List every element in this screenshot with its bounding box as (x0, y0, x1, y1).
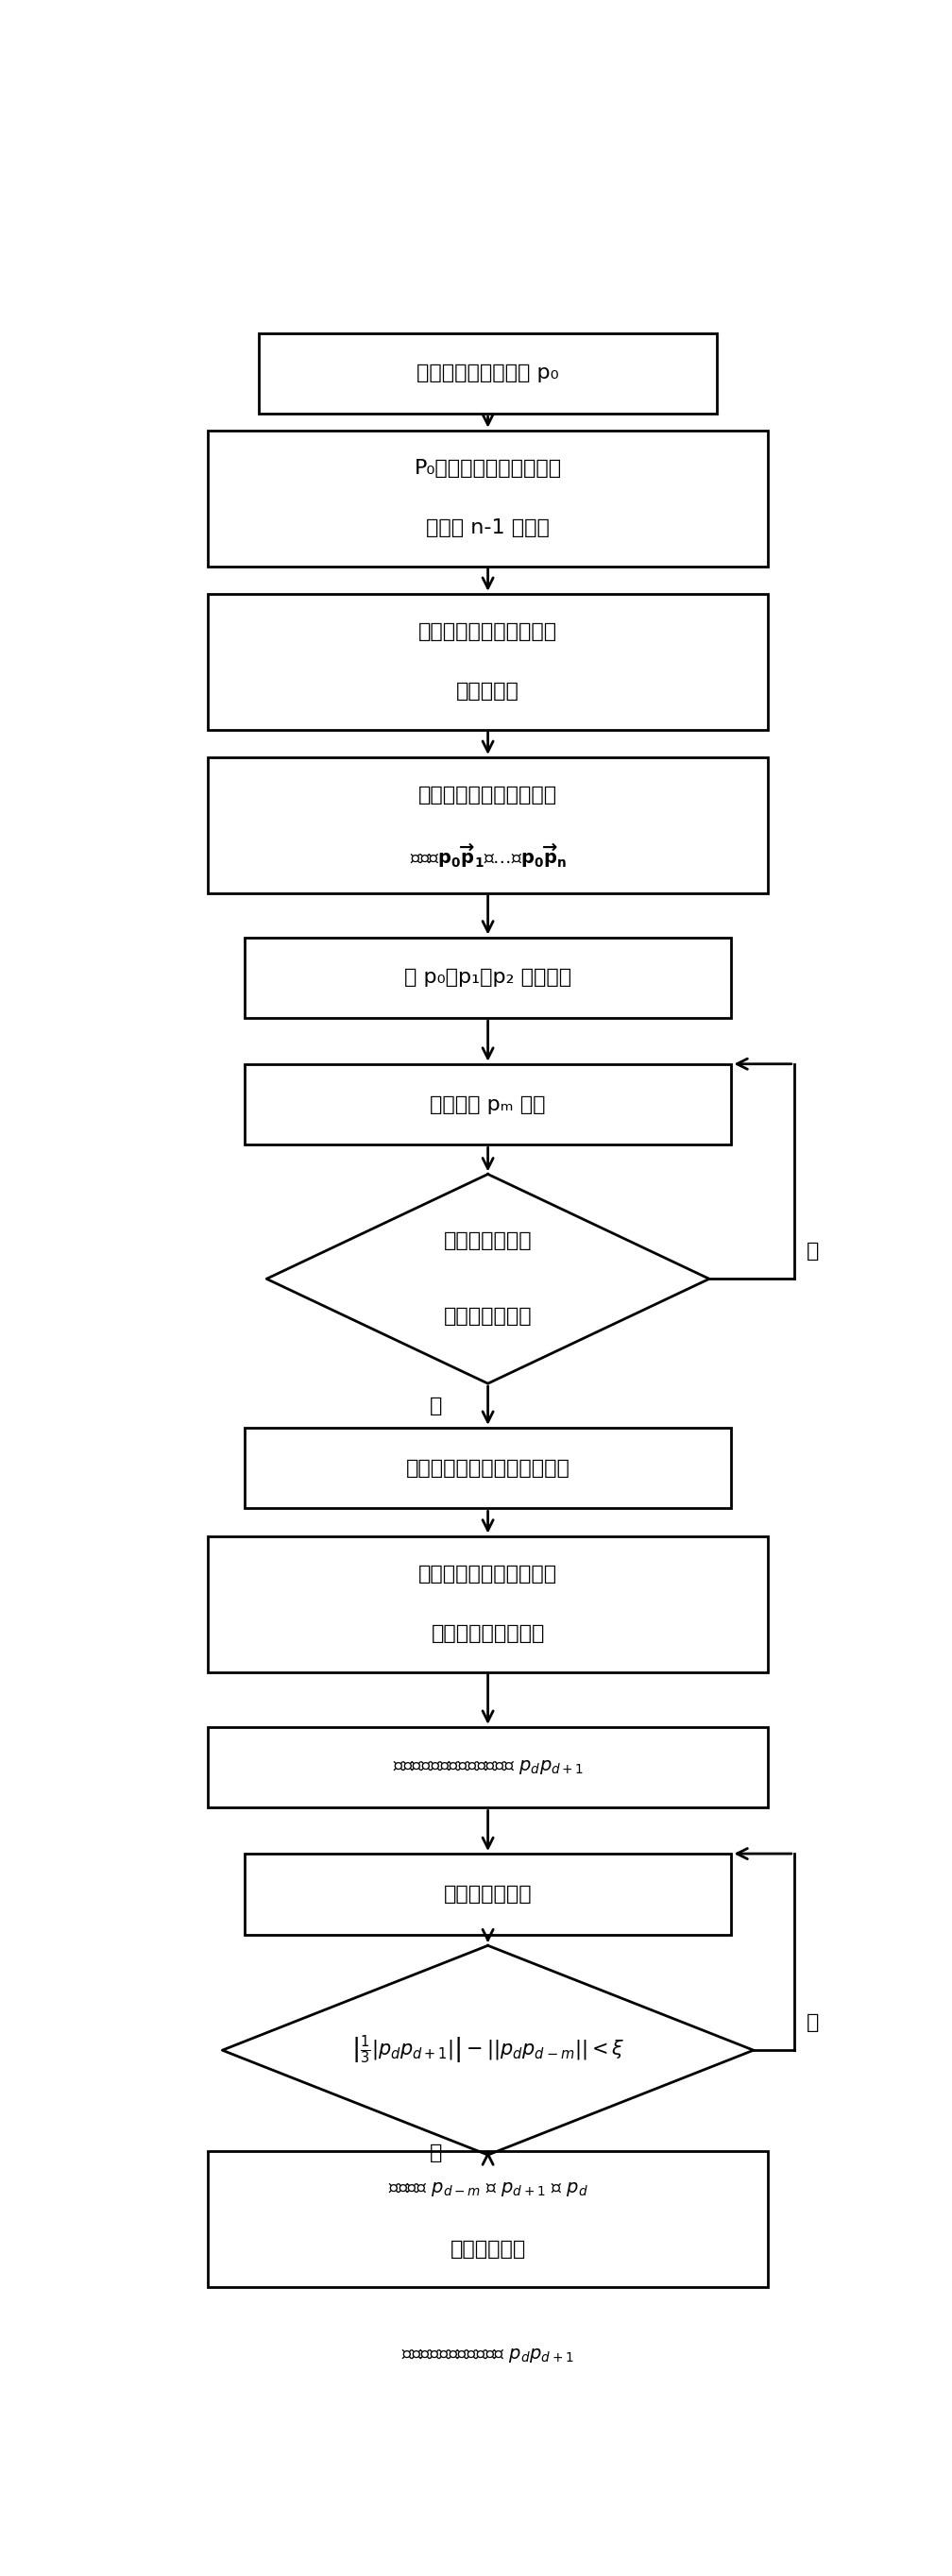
Text: 方向的夹角: 方向的夹角 (456, 683, 520, 701)
Text: 计算每个向量与竖直向下: 计算每个向量与竖直向下 (419, 623, 557, 641)
Polygon shape (267, 1175, 709, 1383)
Text: 三点的抛物线: 三点的抛物线 (450, 2239, 526, 2259)
Bar (208, 757, 768, 894)
Bar (245, 938, 731, 1018)
Text: 度进行由大到小排序: 度进行由大到小排序 (431, 1625, 545, 1643)
Text: $\left|\frac{1}{3}|p_dp_{d+1}|\right|-\left||p_dp_{d-m}|\right|<\xi$: $\left|\frac{1}{3}|p_dp_{d+1}|\right|-\l… (351, 2035, 625, 2066)
Text: 是: 是 (430, 2143, 443, 2161)
Text: 以夹角由小到大的顺序标: 以夹角由小到大的顺序标 (419, 786, 557, 804)
Text: 根据线段长度及位置找到线段 $p_dp_{d+1}$: 根据线段长度及位置找到线段 $p_dp_{d+1}$ (392, 1759, 584, 1777)
Bar (245, 1064, 731, 1144)
Text: 取横坐标最小的点为 p₀: 取横坐标最小的点为 p₀ (417, 363, 559, 384)
Text: 计算经过 $p_{d-m}$ 及 $p_{d+1}$ 和 $p_d$: 计算经过 $p_{d-m}$ 及 $p_{d+1}$ 和 $p_d$ (387, 2179, 588, 2197)
Text: 否: 否 (806, 1242, 819, 1260)
Bar (208, 2151, 768, 2287)
Bar (208, 1726, 768, 1808)
Text: 取下一点 pₘ 入栈: 取下一点 pₘ 入栈 (430, 1095, 545, 1113)
Bar (208, 595, 768, 729)
Bar (208, 2316, 768, 2396)
Text: 否满足左转条件: 否满足左转条件 (444, 1306, 532, 1327)
Text: 以此抛物线替换原有线段 $p_dp_{d+1}$: 以此抛物线替换原有线段 $p_dp_{d+1}$ (402, 2347, 574, 2365)
Text: 记向量$\mathbf{\overrightarrow{p_0p_1}}$，…，$\mathbf{\overrightarrow{p_0p_n}}$: 记向量$\mathbf{\overrightarrow{p_0p_1}}$，…，… (409, 840, 566, 868)
Text: 对栈中相邻两点的线段长: 对栈中相邻两点的线段长 (419, 1564, 557, 1584)
Text: 否: 否 (806, 2014, 819, 2032)
Text: 是: 是 (430, 1396, 443, 1414)
Polygon shape (223, 1945, 754, 2156)
Text: 取 p₀，p₁，p₂ 三点入栈: 取 p₀，p₁，p₂ 三点入栈 (405, 969, 571, 987)
Bar (208, 1535, 768, 1672)
Bar (208, 430, 768, 567)
Text: 循环取栈内的点: 循环取栈内的点 (444, 1886, 532, 1904)
Bar (245, 1427, 731, 1510)
Bar (245, 1855, 731, 1935)
Bar (259, 332, 717, 415)
Text: 判断栈顶的点是: 判断栈顶的点是 (444, 1231, 532, 1249)
Text: P₀与点集内所有点进行连: P₀与点集内所有点进行连 (414, 459, 562, 477)
Text: 接得到 n-1 个向量: 接得到 n-1 个向量 (426, 518, 549, 538)
Text: 将堆栈里的点顺序连接成线段: 将堆栈里的点顺序连接成线段 (406, 1458, 570, 1479)
